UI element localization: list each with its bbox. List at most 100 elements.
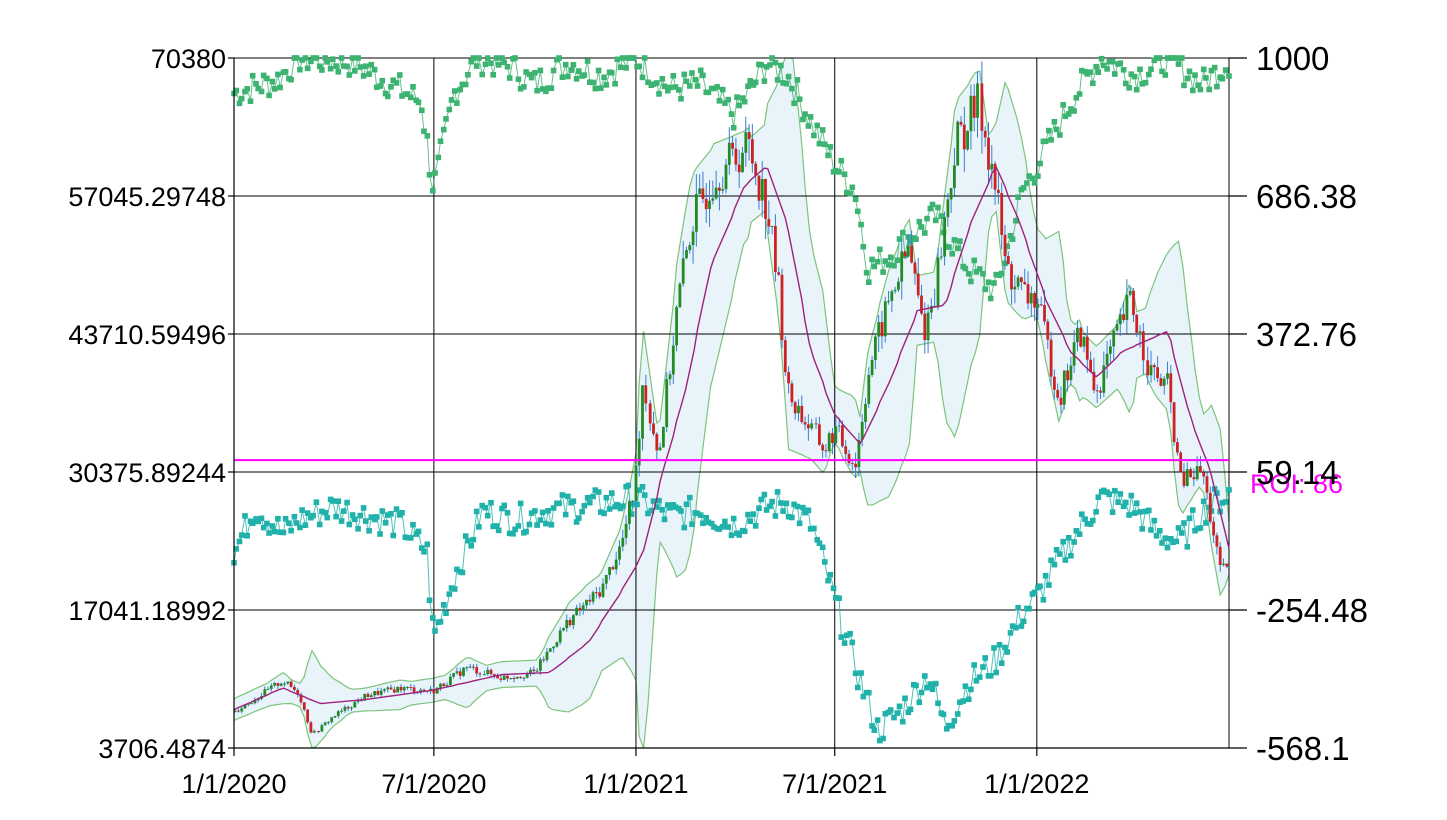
top-indicator-point (559, 74, 566, 80)
candle-body (449, 676, 452, 685)
y-right-tick-label: 372.76 (1256, 316, 1357, 353)
candle-body (312, 731, 316, 733)
candle-body (392, 689, 396, 693)
bottom-indicator-point (752, 523, 759, 529)
candle-body (1036, 304, 1040, 308)
bottom-indicator-point (1073, 528, 1080, 534)
bottom-indicator-point (628, 511, 635, 517)
bottom-indicator-point (1068, 553, 1074, 559)
top-indicator-point (388, 84, 394, 90)
top-indicator-point (758, 62, 764, 68)
bottom-indicator-point (576, 515, 582, 521)
candle-body (1082, 336, 1086, 347)
top-indicator-point (672, 84, 679, 90)
top-indicator-point (1170, 55, 1176, 61)
top-indicator-point (1031, 180, 1038, 186)
top-indicator-point (991, 280, 997, 286)
top-indicator-point (885, 262, 892, 268)
candle-body (327, 722, 330, 724)
candle-body (1085, 336, 1089, 360)
candle-body (532, 669, 536, 671)
candle-body (807, 424, 810, 429)
top-indicator-point (313, 55, 320, 61)
candle-body (246, 703, 250, 705)
bottom-indicator-point (940, 711, 947, 718)
bottom-indicator-point (667, 505, 673, 511)
top-indicator-point (404, 91, 411, 97)
candle-body (641, 385, 644, 439)
top-indicator-point (271, 86, 278, 92)
candle-body (1208, 492, 1212, 522)
candle-body (336, 711, 340, 716)
bottom-indicator-point (603, 494, 610, 501)
top-indicator-point (887, 254, 894, 261)
bottom-indicator-point (528, 510, 535, 516)
top-indicator-point (736, 102, 742, 109)
candle-body (611, 567, 615, 570)
bottom-indicator-point (1109, 509, 1116, 515)
bottom-indicator-point (648, 507, 655, 514)
candle-body (946, 199, 950, 218)
candle-body (1026, 284, 1030, 304)
candle-body (711, 198, 715, 201)
bottom-indicator-point (880, 735, 886, 742)
bottom-indicator-point (1057, 551, 1063, 557)
top-indicator-point (791, 100, 797, 107)
bottom-indicator-point (976, 674, 983, 680)
candle-body (787, 372, 790, 384)
top-indicator-point (435, 154, 442, 161)
bottom-indicator-point (772, 513, 779, 519)
top-indicator-point (1123, 80, 1129, 87)
bottom-indicator-point (377, 531, 383, 537)
candle-body (1039, 304, 1043, 306)
top-indicator-point (1090, 80, 1096, 87)
top-indicator-point (860, 243, 867, 250)
y-left-tick-label: 30375.89244 (68, 458, 226, 488)
candle-body (754, 163, 758, 176)
candle-body (406, 687, 409, 688)
candle-body (575, 607, 578, 616)
bottom-indicator-point (1026, 605, 1032, 612)
top-indicator-point (1037, 160, 1043, 167)
top-indicator-point (833, 167, 839, 174)
candle-body (402, 687, 406, 691)
top-indicator-point (501, 59, 507, 66)
bottom-indicator-point (902, 695, 908, 702)
bottom-indicator-point (242, 513, 248, 519)
top-indicator-point (319, 67, 325, 73)
top-indicator-point (517, 86, 524, 92)
top-indicator-point (282, 69, 289, 75)
candle-body (519, 676, 522, 678)
bottom-indicator-point (697, 512, 704, 518)
candle-body (522, 677, 526, 679)
candle-body (1072, 342, 1076, 366)
top-indicator-point (900, 229, 906, 236)
top-indicator-point (236, 100, 243, 107)
top-indicator-point (1159, 68, 1165, 75)
x-tick-label: 1/1/2021 (583, 769, 688, 799)
bottom-indicator-point (913, 682, 919, 689)
bottom-indicator-point (924, 684, 930, 691)
top-indicator-point (916, 218, 923, 225)
bottom-indicator-point (490, 523, 496, 530)
candle-body (1092, 371, 1096, 391)
top-indicator-point (913, 236, 919, 242)
bottom-indicator-point (346, 521, 353, 528)
candle-body (714, 187, 718, 199)
candle-body (966, 131, 969, 150)
candle-body (1079, 327, 1083, 347)
bottom-indicator-point (1175, 525, 1182, 531)
bottom-indicator-point (805, 507, 812, 514)
candle-body (841, 425, 844, 447)
bottom-indicator-point (1002, 644, 1008, 651)
candle-body (502, 675, 506, 680)
candle-body (376, 691, 380, 695)
top-indicator-point (692, 76, 699, 83)
bottom-indicator-point (767, 503, 773, 510)
bottom-indicator-point (877, 737, 883, 744)
candle-body (276, 683, 280, 686)
candle-body (515, 676, 519, 679)
top-indicator-point (891, 262, 897, 269)
bottom-indicator-point (874, 717, 881, 723)
bottom-indicator-point (822, 559, 828, 565)
